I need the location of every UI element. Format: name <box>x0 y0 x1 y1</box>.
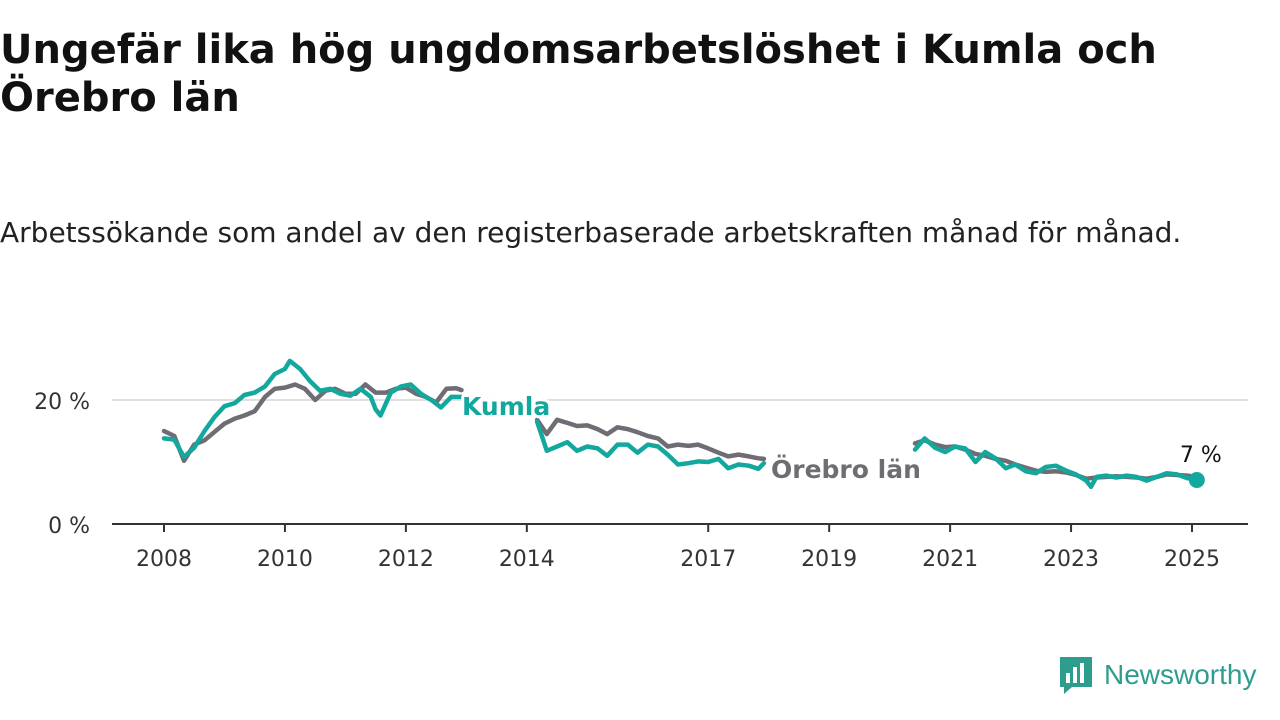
brand-name: Newsworthy <box>1104 659 1257 690</box>
x-tick-label: 2012 <box>378 547 434 572</box>
endpoint-marker <box>1188 471 1205 488</box>
series-lines <box>161 358 1205 490</box>
x-tick-label: 2017 <box>680 547 736 572</box>
chart-title: Ungefär lika hög ungdomsarbetslöshet i K… <box>0 27 1157 121</box>
chart-labels: 0 % 20 % 2008 2010 2012 2014 2017 2019 2021 2023 2… <box>34 389 1222 572</box>
newsworthy-logo: Newsworthy <box>1058 655 1256 695</box>
series-line-kumla <box>161 358 464 460</box>
bar-chart-icon <box>1060 657 1092 694</box>
series-label-orebro-lan: Örebro län <box>771 454 921 484</box>
series-label-kumla: Kumla <box>462 392 550 421</box>
series-line-orebro-lan <box>161 382 464 464</box>
series-line-kumla <box>534 419 767 472</box>
x-tick-label: 2014 <box>499 547 555 572</box>
series-line-orebro-lan <box>534 417 767 462</box>
x-tick-label: 2010 <box>257 547 313 572</box>
series-line-kumla <box>912 436 1200 490</box>
x-tick-label: 2023 <box>1043 547 1099 572</box>
x-tick-label: 2019 <box>801 547 857 572</box>
x-tick-label: 2008 <box>136 547 192 572</box>
endpoint-value-label: 7 % <box>1180 443 1222 468</box>
chart-subtitle: Arbetssökande som andel av den registerb… <box>0 216 1182 249</box>
x-tick-label: 2025 <box>1164 547 1220 572</box>
y-tick-label: 0 % <box>48 514 90 539</box>
y-tick-label: 20 % <box>34 390 90 415</box>
x-axis <box>112 523 1248 532</box>
x-tick-label: 2021 <box>922 547 978 572</box>
